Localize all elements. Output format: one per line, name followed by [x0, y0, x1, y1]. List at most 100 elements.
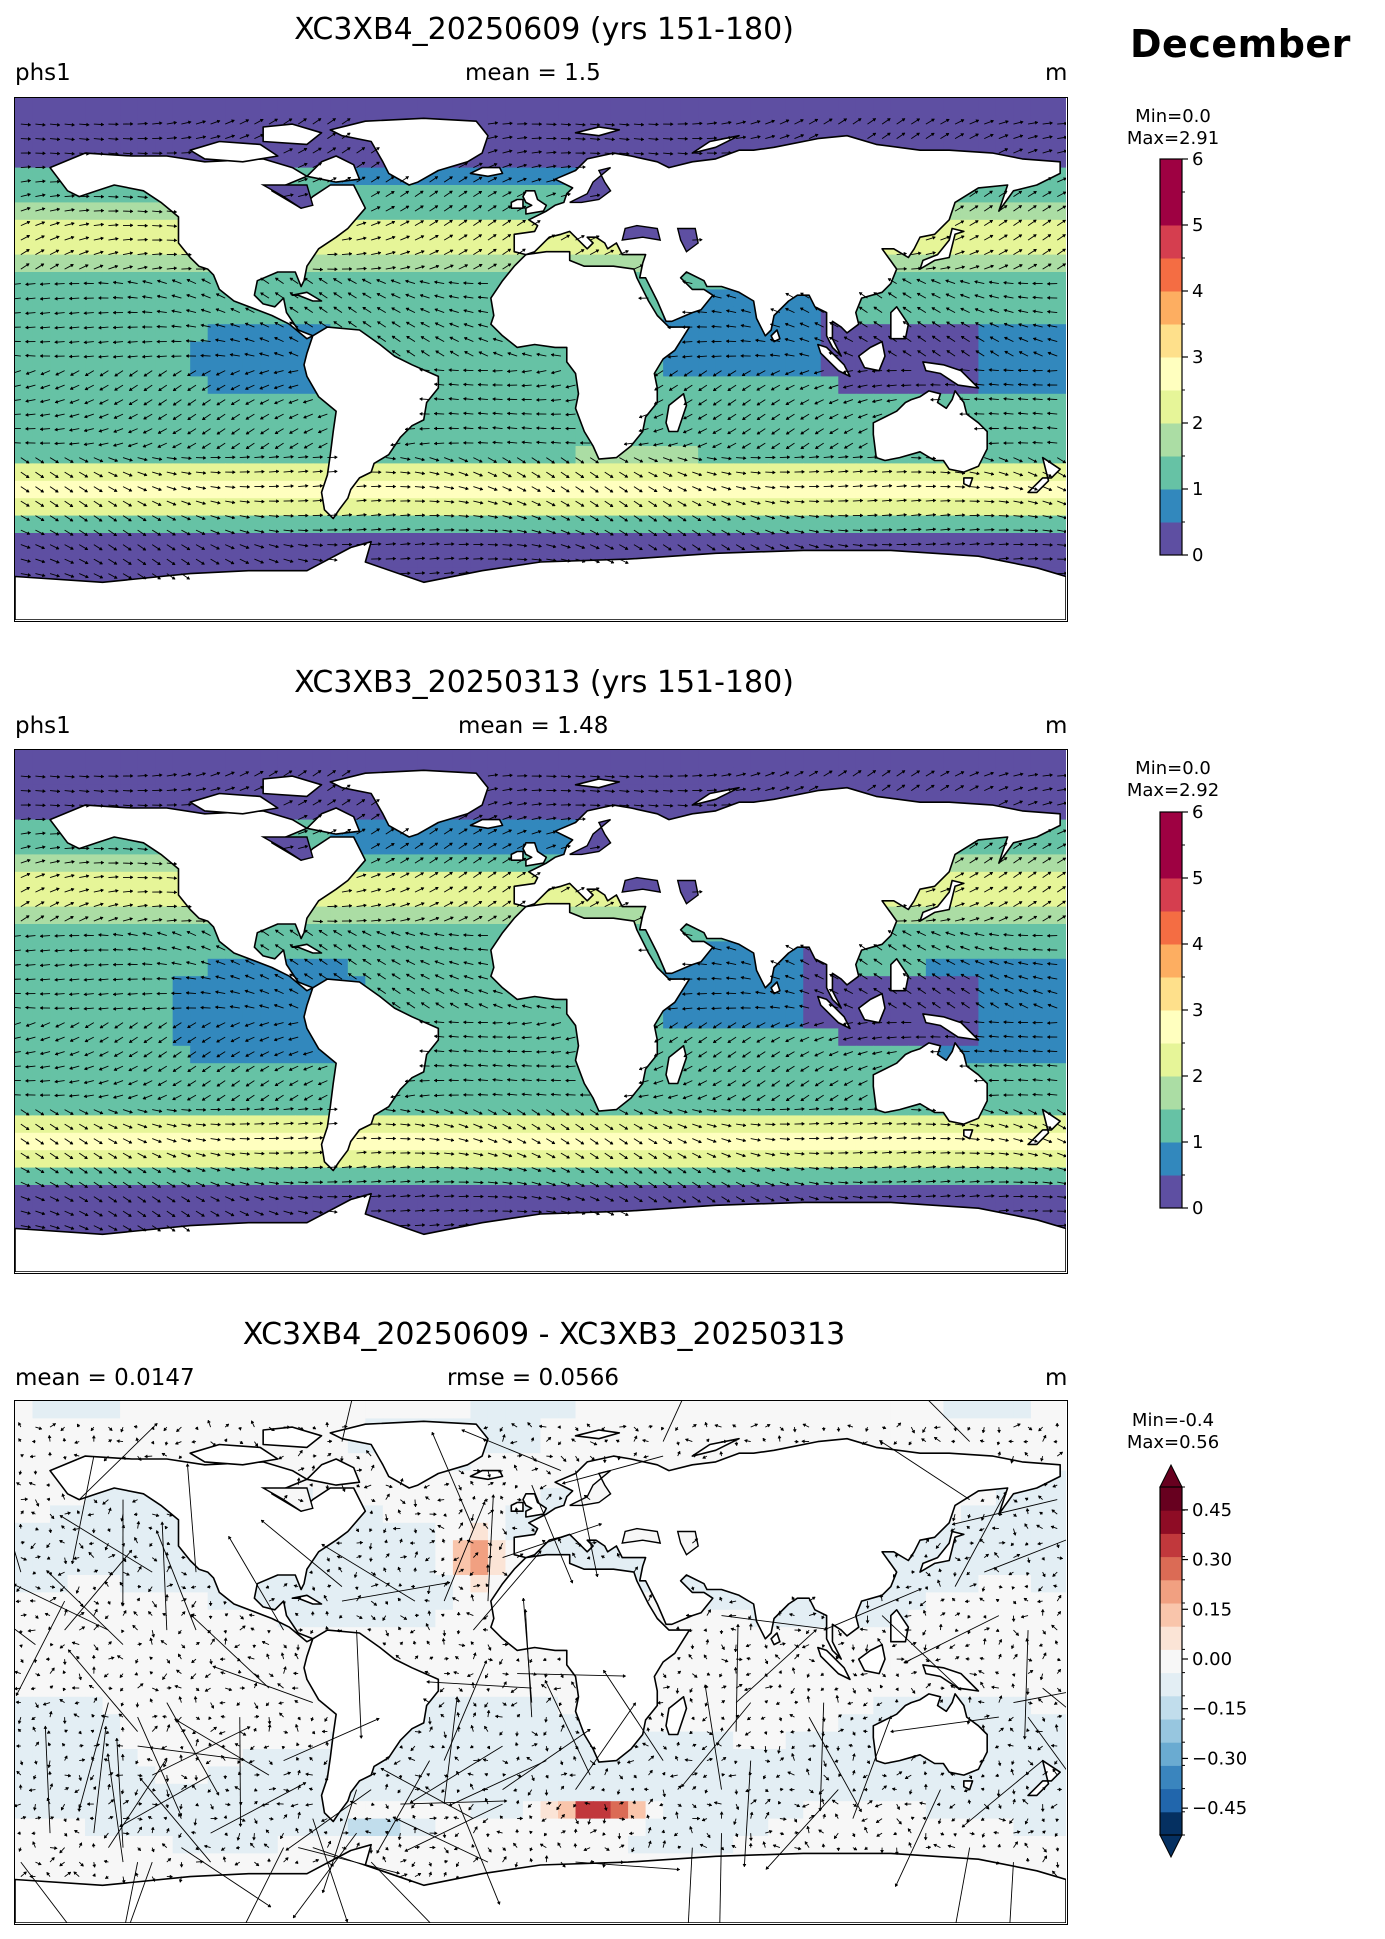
arrow-head [988, 368, 992, 372]
field-cell [1013, 202, 1032, 221]
coastline [574, 126, 621, 137]
field-cell [1048, 498, 1066, 517]
arrow-head [902, 321, 907, 325]
arrow-head [725, 354, 729, 359]
arrow-head [188, 471, 192, 476]
arrow-head [771, 401, 775, 406]
field-cell [172, 306, 191, 325]
arrow-head [478, 205, 483, 209]
arrow-head [361, 176, 366, 181]
field-cell [207, 393, 226, 412]
arrow-head [609, 517, 614, 522]
arrow-head [1017, 440, 1021, 445]
arrow-head [55, 559, 60, 564]
arrow-head [143, 373, 148, 377]
arrow-head [857, 399, 862, 404]
arrow-head [699, 121, 703, 126]
arrow-head [580, 474, 585, 479]
arrow-head [290, 484, 295, 489]
field-cell [540, 463, 559, 482]
arrow-head [799, 307, 804, 312]
arrow-head [99, 386, 104, 391]
arrow-head [857, 414, 862, 419]
field-cell [680, 132, 699, 151]
arrow-head [698, 387, 703, 391]
arrow-head [41, 559, 46, 564]
arrow-head [859, 455, 864, 459]
arrow-shaft [15, 354, 21, 357]
arrow-head [171, 532, 176, 536]
arrow-head [989, 322, 994, 327]
arrow-head [25, 398, 29, 403]
arrow-head [492, 337, 497, 342]
arrow-head [259, 401, 264, 405]
arrow-head [448, 441, 452, 446]
field-cell [1013, 393, 1032, 412]
arrow-head [158, 387, 163, 392]
field-cell [925, 132, 944, 151]
field-cell [155, 446, 174, 464]
field-cell [487, 219, 507, 238]
arrow-head [772, 455, 776, 460]
arrow-head [69, 517, 74, 522]
field-cell [698, 533, 717, 551]
field-cell [137, 359, 156, 377]
field-cell [242, 446, 261, 464]
arrow-head [683, 472, 688, 477]
field-cell [155, 219, 174, 238]
field-cell [330, 98, 349, 116]
arrow-head [597, 151, 601, 156]
arrow-head [376, 293, 381, 297]
field-cell [715, 480, 734, 499]
arrow-head [171, 561, 176, 565]
arrow-head [535, 383, 540, 388]
arrow-head [39, 441, 43, 446]
arrow-head [1003, 190, 1008, 195]
field-cell [470, 98, 489, 116]
field-cell [312, 446, 331, 464]
arrow-head [188, 266, 192, 271]
arrow-head [68, 354, 73, 359]
coastline [857, 340, 886, 372]
arrow-head [552, 516, 556, 521]
field-cell [995, 324, 1015, 343]
arrow-head [962, 541, 966, 546]
arrow-head [188, 135, 192, 140]
arrow-head [494, 515, 499, 519]
field-cell [382, 480, 401, 499]
field-cell [715, 411, 734, 430]
arrow-head [932, 542, 937, 547]
field-cell [120, 550, 139, 569]
field-cell [172, 376, 191, 395]
arrow-head [845, 498, 849, 503]
arrow-head [141, 325, 146, 329]
arrow-head [522, 488, 527, 492]
arrow-head [638, 442, 642, 447]
arrow-head [653, 415, 658, 419]
field-cell [470, 411, 489, 430]
field-cell [978, 411, 997, 430]
arrow-head [376, 161, 380, 166]
field-cell [102, 411, 121, 430]
arrow-head [1062, 487, 1066, 492]
arrow-head [127, 340, 131, 345]
arrow-head [1062, 473, 1066, 478]
arrow-head [25, 459, 30, 464]
arrow-head [785, 292, 790, 297]
arrow-head [581, 545, 586, 550]
arrow-head [595, 531, 600, 536]
field-cell [365, 202, 384, 221]
arrow-head [653, 401, 658, 405]
field-cell [838, 515, 857, 534]
arrow-head [420, 336, 425, 340]
arrow-head [273, 400, 278, 405]
arrow-head [946, 321, 950, 326]
arrow-head [100, 236, 105, 241]
field-cell [190, 324, 209, 343]
field-cell [698, 498, 717, 517]
field-cell [698, 376, 717, 395]
field-cell [365, 515, 384, 534]
arrow-head [711, 546, 716, 551]
arrow-head [156, 279, 161, 284]
field-cell [190, 393, 209, 412]
